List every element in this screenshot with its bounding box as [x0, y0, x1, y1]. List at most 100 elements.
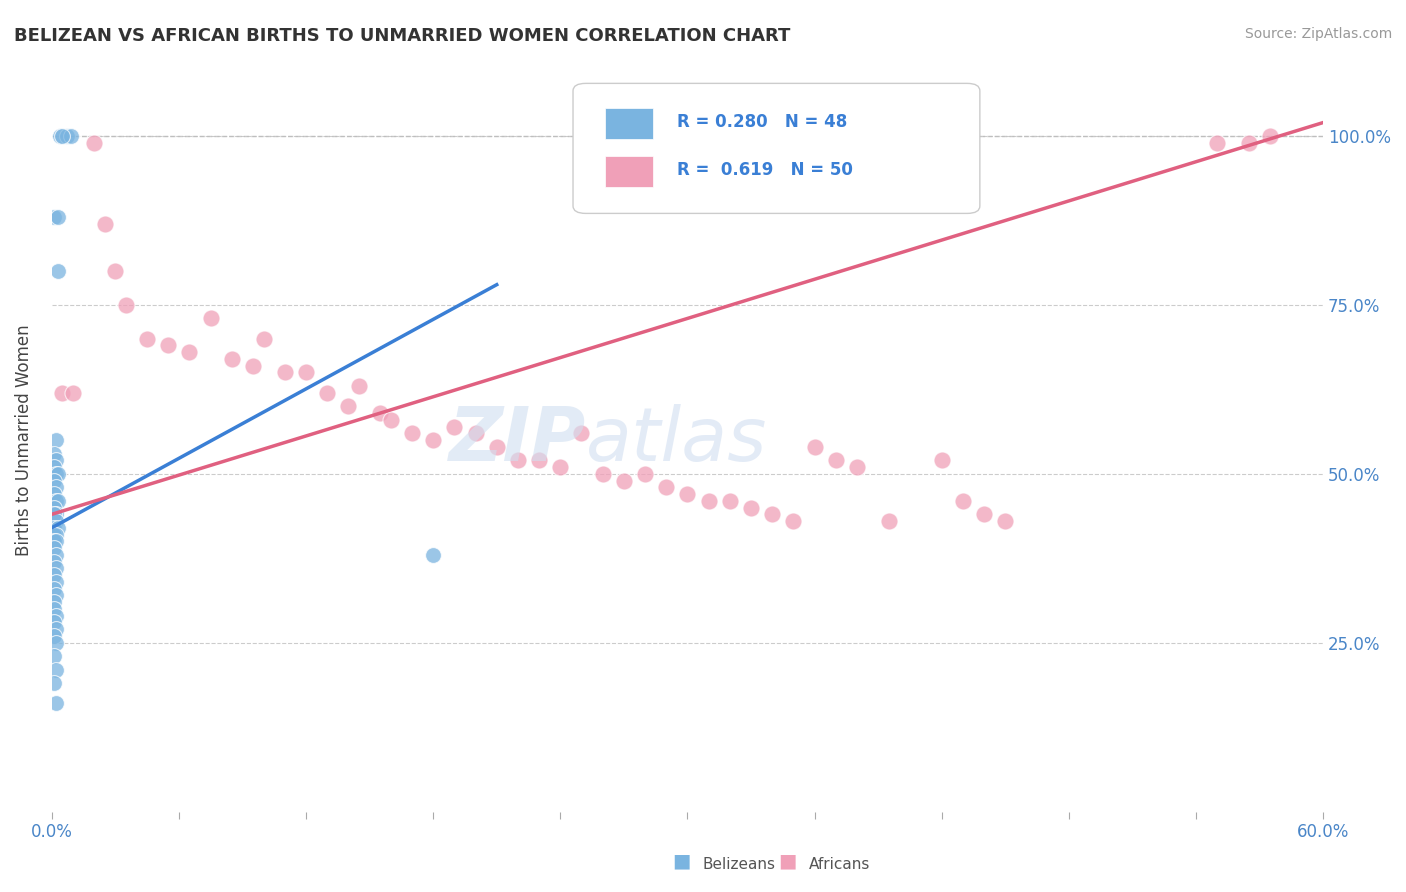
Point [45, 514, 67, 528]
Point [42, 629, 65, 643]
Point [485, 440, 508, 454]
Point [877, 514, 900, 528]
Point [45, 467, 67, 481]
Text: R =  0.619   N = 50: R = 0.619 N = 50 [678, 161, 853, 179]
Point [846, 460, 869, 475]
Point [42, 568, 65, 582]
Text: Africans: Africans [808, 857, 870, 872]
Point [157, 338, 180, 352]
Point [42, 582, 65, 596]
Point [62, 385, 84, 400]
Point [42, 210, 65, 224]
Text: ZIP: ZIP [449, 403, 586, 476]
Point [242, 359, 264, 373]
Text: BELIZEAN VS AFRICAN BIRTHS TO UNMARRIED WOMEN CORRELATION CHART: BELIZEAN VS AFRICAN BIRTHS TO UNMARRIED … [14, 27, 790, 45]
Point [93, 217, 115, 231]
Point [401, 426, 423, 441]
Point [1206, 136, 1229, 150]
Point [422, 433, 444, 447]
Point [45, 561, 67, 575]
Point [42, 508, 65, 522]
Point [42, 460, 65, 475]
Point [115, 298, 138, 312]
Point [506, 453, 529, 467]
Point [761, 508, 783, 522]
Text: Source: ZipAtlas.com: Source: ZipAtlas.com [1244, 27, 1392, 41]
Point [42, 595, 65, 609]
FancyBboxPatch shape [574, 83, 980, 213]
Point [42, 534, 65, 549]
Point [253, 332, 276, 346]
Point [42, 446, 65, 460]
Point [613, 474, 636, 488]
Point [803, 440, 825, 454]
Text: Belizeans: Belizeans [703, 857, 776, 872]
Point [45, 574, 67, 589]
Point [136, 332, 159, 346]
Point [42, 615, 65, 630]
Point [42, 474, 65, 488]
Point [42, 676, 65, 690]
Text: atlas: atlas [586, 404, 768, 476]
Point [46, 467, 69, 481]
Point [571, 426, 593, 441]
Point [42, 541, 65, 555]
Point [550, 460, 572, 475]
Text: R = 0.280   N = 48: R = 0.280 N = 48 [678, 113, 848, 131]
Point [104, 264, 127, 278]
Point [45, 433, 67, 447]
Point [952, 493, 974, 508]
Point [316, 385, 339, 400]
Point [1237, 136, 1260, 150]
Point [634, 467, 657, 481]
Point [42, 521, 65, 535]
Point [697, 493, 720, 508]
Point [200, 311, 222, 326]
Point [42, 555, 65, 569]
Point [51, 385, 73, 400]
Point [368, 406, 391, 420]
Point [464, 426, 486, 441]
Point [46, 264, 69, 278]
Point [973, 508, 995, 522]
Point [221, 351, 243, 366]
Point [45, 527, 67, 541]
FancyBboxPatch shape [605, 108, 654, 139]
Point [45, 635, 67, 649]
Point [1258, 129, 1281, 144]
Point [42, 649, 65, 664]
Point [46, 493, 69, 508]
Point [45, 608, 67, 623]
Point [55, 129, 77, 144]
Point [49, 129, 72, 144]
Point [45, 588, 67, 602]
Point [45, 663, 67, 677]
Point [46, 521, 69, 535]
Point [42, 602, 65, 616]
Point [443, 419, 465, 434]
Point [42, 527, 65, 541]
Point [45, 493, 67, 508]
Text: ■: ■ [778, 852, 797, 871]
Point [45, 622, 67, 636]
Point [45, 508, 67, 522]
Point [931, 453, 953, 467]
Point [740, 500, 762, 515]
Text: ■: ■ [672, 852, 692, 871]
Point [42, 500, 65, 515]
Point [83, 136, 105, 150]
Point [718, 493, 741, 508]
Point [592, 467, 614, 481]
FancyBboxPatch shape [605, 156, 654, 187]
Point [45, 480, 67, 494]
Point [655, 480, 678, 494]
Point [994, 514, 1017, 528]
Y-axis label: Births to Unmarried Women: Births to Unmarried Women [15, 324, 32, 556]
Point [782, 514, 804, 528]
Point [347, 379, 370, 393]
Point [422, 548, 444, 562]
Point [337, 399, 360, 413]
Point [45, 548, 67, 562]
Point [295, 366, 318, 380]
Point [676, 487, 699, 501]
